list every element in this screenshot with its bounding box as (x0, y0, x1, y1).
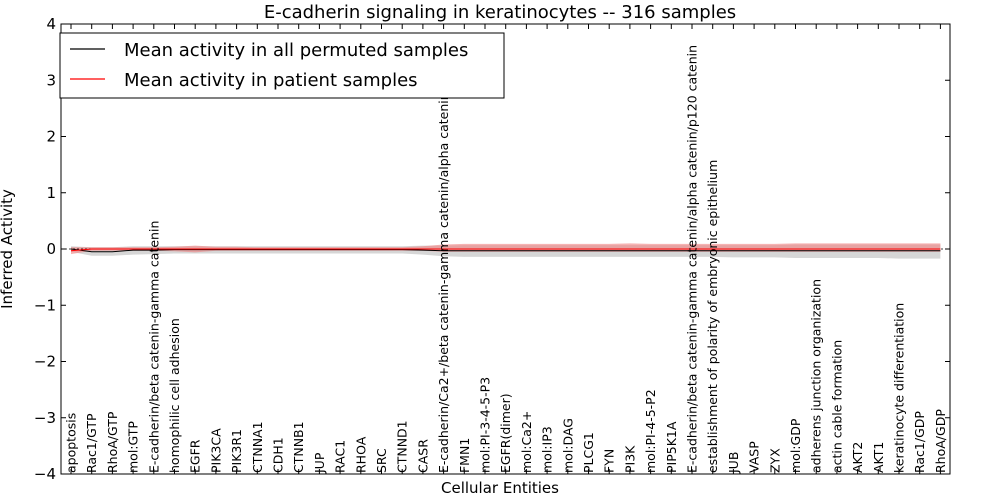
x-tick-label: mol:Ca2+ (519, 411, 534, 473)
y-tick-label: 4 (46, 15, 56, 33)
line-patient-samples (70, 248, 941, 252)
x-tick-label: apoptosis (64, 413, 79, 473)
x-tick-label: mol:GDP (788, 418, 803, 473)
x-tick-label: SRC (374, 448, 389, 473)
x-tick-label: VASP (747, 441, 762, 473)
line-permuted-samples (70, 248, 941, 253)
y-tick-label: 2 (46, 128, 56, 146)
x-tick-label: Rac1/GDP (912, 411, 927, 473)
x-tick-label: E-cadherin/beta catenin-gamma catenin/al… (685, 45, 700, 473)
y-tick-label: −2 (34, 353, 56, 371)
x-tick-label: CTNNA1 (250, 421, 265, 473)
x-tick-label: EGFR (188, 439, 203, 473)
legend-label-patient: Mean activity in patient samples (124, 70, 418, 91)
x-axis: apoptosis Rac1/GTP RhoA/GTP mol:GTP E-cadher… (64, 24, 948, 474)
x-tick-label: AKT1 (871, 442, 886, 473)
x-tick-label: mol:PI-3-4-5-P3 (478, 377, 493, 473)
x-tick-label: PIP5K1A (664, 421, 679, 473)
x-tick-label: mol:DAG (560, 418, 575, 473)
legend: Mean activity in all permuted samples Me… (59, 32, 505, 99)
y-tick-label: −4 (34, 465, 56, 483)
x-tick-label: keratinocyte differentiation (892, 303, 907, 473)
legend-box (59, 32, 505, 99)
x-tick-label: RhoA/GDP (933, 409, 948, 473)
x-tick-label: actin cable formation (829, 340, 844, 473)
chart-title: E-cadherin signaling in keratinocytes --… (264, 2, 736, 23)
x-tick-label: mol:GTP (126, 421, 141, 473)
x-tick-label: RHOA (353, 436, 368, 473)
x-tick-label: establishment of polarity of embryonic e… (705, 160, 720, 473)
x-tick-label: RAC1 (333, 440, 348, 473)
x-tick-label: PIK3CA (208, 428, 223, 473)
x-tick-label: EGFR(dimer) (498, 393, 513, 473)
series-lines (70, 248, 941, 253)
y-tick-label: 3 (46, 71, 56, 89)
x-tick-label: JUP (312, 452, 327, 474)
x-tick-label: CASR (415, 439, 430, 473)
x-tick-label: Rac1/GTP (84, 413, 99, 473)
x-tick-label: CDH1 (271, 437, 286, 473)
x-tick-label: homophilic cell adhesion (167, 318, 182, 473)
x-tick-label: CTNNB1 (291, 421, 306, 473)
x-tick-label: PI3K (622, 445, 637, 473)
x-tick-label: E-cadherin/beta catenin-gamma catenin (146, 221, 161, 473)
x-tick-label: mol:PI-4-5-P2 (643, 389, 658, 473)
x-tick-label: ZYX (767, 448, 782, 473)
y-tick-label: −3 (34, 409, 56, 427)
x-tick-label: CTNND1 (395, 420, 410, 473)
x-tick-label: PLCG1 (581, 432, 596, 473)
x-tick-label: E-cadherin/Ca2+/beta catenin-gamma caten… (436, 92, 451, 473)
x-tick-label: RhoA/GTP (105, 411, 120, 473)
x-tick-label: JUB (726, 452, 741, 474)
y-tick-label: 1 (46, 184, 56, 202)
y-tick-label: −1 (34, 296, 56, 314)
x-tick-label: FYN (602, 449, 617, 473)
x-tick-label: AKT2 (850, 442, 865, 473)
y-axis: −4 −3 −2 −1 0 1 2 3 4 (34, 15, 950, 483)
x-tick-label: PIK3R1 (229, 429, 244, 473)
legend-label-permuted: Mean activity in all permuted samples (124, 40, 468, 61)
y-tick-label: 0 (46, 240, 56, 258)
x-axis-label: Cellular Entities (441, 479, 559, 497)
x-tick-label: FMN1 (457, 438, 472, 473)
y-axis-label: Inferred Activity (0, 189, 16, 309)
x-tick-label: mol:IP3 (540, 426, 555, 473)
x-tick-label: adherens junction organization (809, 279, 824, 473)
